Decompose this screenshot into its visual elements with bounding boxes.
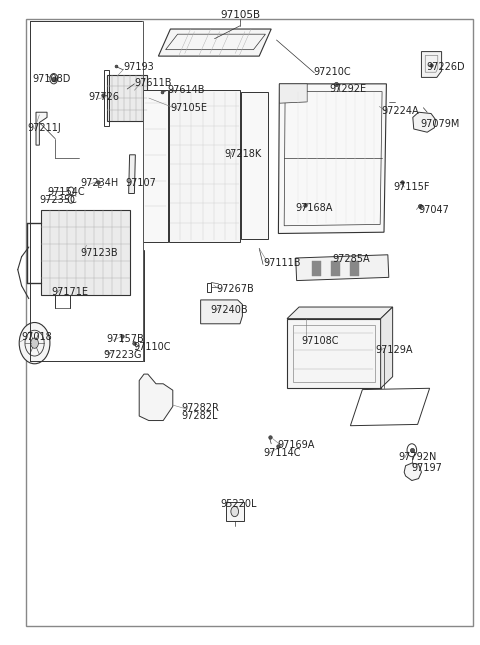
Polygon shape <box>129 155 135 193</box>
Text: 97614B: 97614B <box>167 85 204 95</box>
Polygon shape <box>331 261 340 276</box>
Text: 97282R: 97282R <box>181 402 219 413</box>
Polygon shape <box>421 52 442 77</box>
Text: 97267B: 97267B <box>216 284 254 294</box>
Polygon shape <box>404 463 421 481</box>
Polygon shape <box>143 90 168 242</box>
Text: 97726: 97726 <box>89 92 120 103</box>
Polygon shape <box>279 84 307 103</box>
Text: 97105B: 97105B <box>220 10 260 21</box>
Text: 97114C: 97114C <box>263 448 300 458</box>
Text: 97108D: 97108D <box>33 74 71 84</box>
Polygon shape <box>287 307 393 319</box>
Polygon shape <box>296 255 389 281</box>
Bar <box>293 325 375 382</box>
Text: 97047: 97047 <box>419 204 449 215</box>
Text: 97169A: 97169A <box>277 440 315 450</box>
Text: 97226D: 97226D <box>426 62 465 72</box>
Text: 97210C: 97210C <box>313 66 351 77</box>
Polygon shape <box>169 90 240 242</box>
Polygon shape <box>201 300 242 324</box>
Text: 97223G: 97223G <box>103 350 142 360</box>
Circle shape <box>231 506 239 517</box>
Polygon shape <box>312 261 321 276</box>
Polygon shape <box>381 307 393 388</box>
Text: 97234H: 97234H <box>81 178 119 188</box>
Text: 97110C: 97110C <box>133 342 171 352</box>
Text: 97157B: 97157B <box>107 334 144 344</box>
Bar <box>107 75 147 121</box>
Text: 97168A: 97168A <box>295 203 333 213</box>
Text: 97285A: 97285A <box>332 254 370 264</box>
Polygon shape <box>158 29 271 56</box>
Text: 97111B: 97111B <box>263 258 300 268</box>
Text: 97292E: 97292E <box>329 84 366 94</box>
Text: 97211J: 97211J <box>28 123 61 133</box>
Text: 97115F: 97115F <box>394 182 430 192</box>
Text: 97154C: 97154C <box>47 186 84 197</box>
Polygon shape <box>413 112 436 132</box>
Text: 97197: 97197 <box>412 462 443 473</box>
Text: 97282L: 97282L <box>181 411 218 421</box>
Text: 97611B: 97611B <box>134 77 172 88</box>
Text: 97193: 97193 <box>124 62 155 72</box>
Polygon shape <box>218 150 245 156</box>
Text: 97218K: 97218K <box>225 148 262 159</box>
Text: 97018: 97018 <box>22 332 52 342</box>
Text: 97240B: 97240B <box>210 304 248 315</box>
Polygon shape <box>36 112 47 145</box>
Text: 97171E: 97171E <box>52 286 89 297</box>
Circle shape <box>31 338 38 348</box>
Text: 97107: 97107 <box>126 178 156 188</box>
Polygon shape <box>278 84 386 233</box>
Bar <box>287 319 381 388</box>
Polygon shape <box>241 92 268 239</box>
Text: 97129A: 97129A <box>375 344 413 355</box>
Text: 97224A: 97224A <box>382 106 419 116</box>
Text: 97235C: 97235C <box>39 195 77 205</box>
Text: 97079M: 97079M <box>420 119 459 129</box>
Text: 97108C: 97108C <box>301 335 339 346</box>
Bar <box>41 210 130 295</box>
Text: 97792N: 97792N <box>398 451 437 462</box>
Text: 97105E: 97105E <box>170 103 207 114</box>
Polygon shape <box>350 261 359 276</box>
Polygon shape <box>139 374 173 421</box>
Text: 95220L: 95220L <box>221 499 257 510</box>
Circle shape <box>19 322 50 364</box>
Bar <box>226 502 244 521</box>
Text: 97123B: 97123B <box>81 248 118 258</box>
